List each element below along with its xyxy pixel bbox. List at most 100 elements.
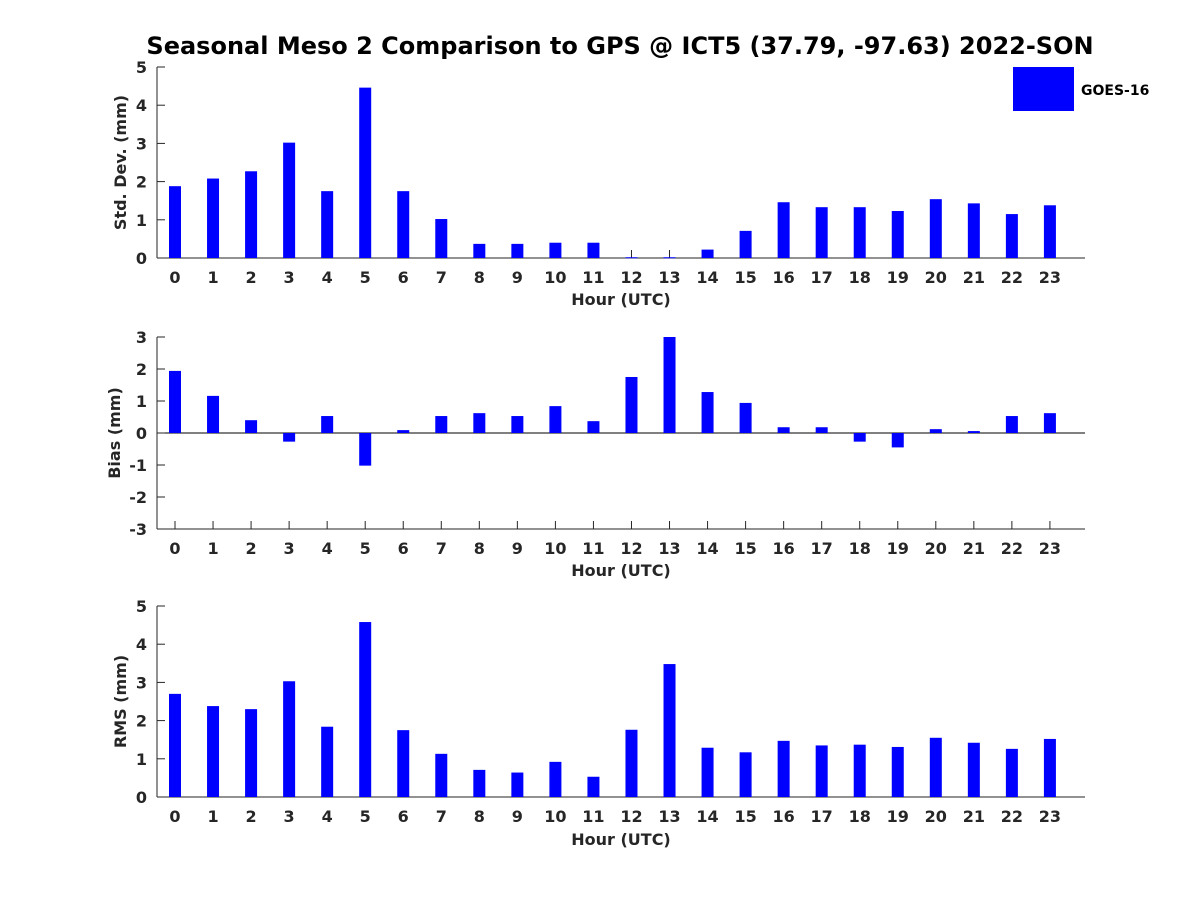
rms-bar-hour-0: [169, 693, 181, 797]
rms-x-tick-label: 13: [658, 807, 680, 826]
bias-bar-hour-2: [245, 420, 258, 433]
bias-x-tick-label: 1: [207, 539, 218, 558]
bias-bar-hour-11: [587, 421, 600, 433]
std-dev-bar-hour-3: [283, 142, 296, 258]
rms-bar-hour-16: [777, 740, 790, 797]
bias-y-tick-label: -2: [129, 488, 147, 507]
bias-x-tick-label: 21: [963, 539, 985, 558]
std-dev-bar-hour-18: [853, 207, 866, 258]
rms-x-tick-label: 7: [436, 807, 447, 826]
bias-x-tick-label: 11: [582, 539, 604, 558]
rms-bar-hour-11: [587, 776, 600, 797]
std-dev-x-tick-label: 3: [284, 268, 295, 287]
rms-bar-hour-8: [473, 769, 486, 797]
bias-x-tick-label: 22: [1001, 539, 1023, 558]
bias-bar-hour-16: [777, 427, 790, 433]
rms-y-axis-label: RMS (mm): [111, 655, 130, 748]
rms-x-tick-label: 12: [620, 807, 642, 826]
rms-x-tick-label: 17: [811, 807, 833, 826]
rms-x-tick-label: 11: [582, 807, 604, 826]
bias-x-tick-label: 10: [544, 539, 566, 558]
std-dev-y-tick-label: 5: [136, 58, 147, 77]
rms-x-tick-label: 19: [887, 807, 909, 826]
std-dev-x-tick-label: 7: [436, 268, 447, 287]
std-dev-x-tick-label: 15: [734, 268, 756, 287]
bias-bar-hour-4: [321, 416, 334, 433]
bias-bar-hour-6: [397, 430, 410, 433]
std-dev-y-axis-label: Std. Dev. (mm): [111, 95, 130, 230]
std-dev-x-tick-label: 14: [696, 268, 718, 287]
std-dev-bar-hour-12: [625, 257, 638, 259]
std-dev-x-tick-label: 6: [398, 268, 409, 287]
rms-bar-hour-6: [397, 730, 410, 797]
std-dev-x-tick-label: 17: [811, 268, 833, 287]
std-dev-x-tick-label: 11: [582, 268, 604, 287]
rms-x-tick-label: 5: [360, 807, 371, 826]
bias-x-tick-label: 17: [811, 539, 833, 558]
std-dev-bar-hour-19: [891, 211, 904, 258]
std-dev-x-tick-label: 12: [620, 268, 642, 287]
rms-bar-hour-19: [891, 746, 904, 797]
bias-y-tick-label: 3: [136, 328, 147, 347]
std-dev-bar-hour-8: [473, 243, 486, 258]
std-dev-x-tick-label: 22: [1001, 268, 1023, 287]
std-dev-x-tick-label: 20: [925, 268, 947, 287]
bias-x-tick-label: 6: [398, 539, 409, 558]
bias-y-tick-label: -3: [129, 520, 147, 539]
std-dev-x-tick-label: 21: [963, 268, 985, 287]
std-dev-bar-hour-5: [359, 87, 372, 259]
std-dev-x-tick-label: 8: [474, 268, 485, 287]
rms-x-tick-label: 8: [474, 807, 485, 826]
rms-x-tick-label: 9: [512, 807, 523, 826]
std-dev-bar-hour-7: [435, 219, 448, 258]
std-dev-bar-hour-23: [1043, 205, 1056, 258]
rms-bar-hour-21: [967, 742, 980, 797]
rms-y-tick-label: 2: [136, 712, 147, 731]
rms-x-tick-label: 3: [284, 807, 295, 826]
rms-x-tick-label: 2: [246, 807, 257, 826]
bias-bar-hour-14: [701, 392, 714, 433]
rms-x-tick-label: 15: [734, 807, 756, 826]
bias-x-tick-label: 16: [773, 539, 795, 558]
bias-x-tick-label: 4: [322, 539, 333, 558]
bias-bar-hour-5: [359, 433, 372, 466]
std-dev-x-tick-label: 19: [887, 268, 909, 287]
rms-x-tick-label: 20: [925, 807, 947, 826]
std-dev-x-axis-label: Hour (UTC): [571, 290, 671, 309]
rms-x-axis-label: Hour (UTC): [571, 830, 671, 849]
bias-bar-hour-1: [207, 395, 220, 433]
std-dev-x-tick-label: 16: [773, 268, 795, 287]
bias-x-tick-label: 20: [925, 539, 947, 558]
std-dev-x-tick-label: 0: [169, 268, 180, 287]
std-dev-bar-hour-14: [701, 249, 714, 258]
rms-bar-hour-9: [511, 772, 524, 797]
rms-bar-hour-23: [1043, 738, 1056, 797]
rms-bar-hour-3: [283, 681, 296, 797]
std-dev-y-tick-label: 4: [136, 96, 147, 115]
std-dev-bar-hour-10: [549, 242, 562, 258]
std-dev-x-tick-label: 9: [512, 268, 523, 287]
rms-bar-hour-1: [207, 706, 220, 797]
rms-bar-hour-12: [625, 729, 638, 797]
bias-bar-hour-22: [1005, 416, 1018, 433]
bias-x-axis-label: Hour (UTC): [571, 561, 671, 580]
std-dev-bar-hour-9: [511, 243, 524, 258]
bias-x-tick-label: 13: [658, 539, 680, 558]
std-dev-bar-hour-22: [1005, 214, 1018, 258]
bias-bar-hour-19: [891, 433, 904, 448]
bias-bar-hour-3: [283, 433, 296, 442]
std-dev-x-tick-label: 10: [544, 268, 566, 287]
std-dev-bar-hour-2: [245, 171, 258, 258]
std-dev-y-tick-label: 1: [136, 211, 147, 230]
rms-x-tick-label: 21: [963, 807, 985, 826]
rms-x-tick-label: 1: [207, 807, 218, 826]
rms-bar-hour-17: [815, 745, 828, 797]
bias-bar-hour-15: [739, 402, 752, 433]
bias-bar-hour-21: [967, 431, 980, 433]
rms-x-tick-label: 23: [1039, 807, 1061, 826]
std-dev-bar-hour-1: [207, 178, 220, 258]
bias-x-tick-label: 23: [1039, 539, 1061, 558]
bias-x-tick-label: 19: [887, 539, 909, 558]
std-dev-bar-hour-17: [815, 207, 828, 258]
rms-bar-hour-18: [853, 744, 866, 797]
